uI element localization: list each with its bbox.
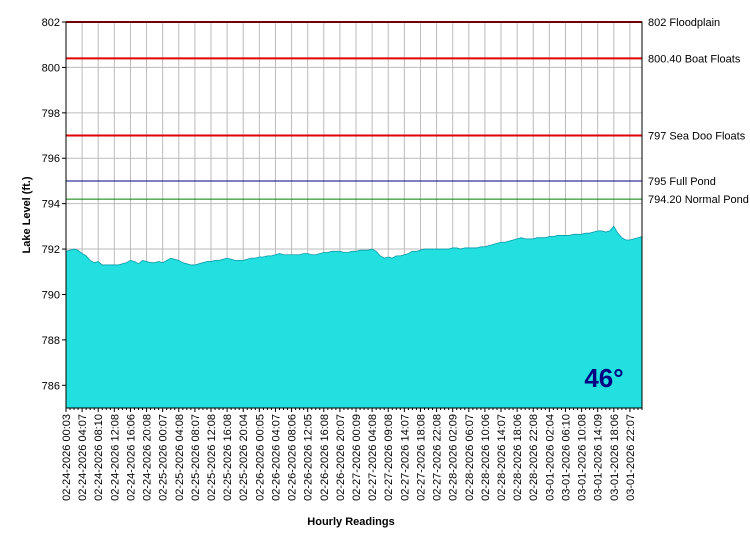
badge: 46° [584, 363, 623, 393]
area [65, 225, 643, 409]
reference-label: 802 Floodplain [648, 17, 720, 29]
x-tick-label: 02-27-2026 18:08 [415, 414, 427, 501]
y-axis-label: Lake Level (ft.) [21, 176, 33, 253]
x-tick-label: 02-25-2026 08:07 [190, 414, 202, 501]
plot-frame [65, 21, 643, 409]
x-tick-label: 02-24-2026 00:03 [61, 414, 73, 501]
x-tick-label: 02-24-2026 08:10 [93, 414, 105, 501]
x-tick-label: 02-26-2026 00:05 [254, 414, 266, 501]
y-tick-label: 794 [42, 199, 60, 211]
x-tick-label: 03-01-2026 10:08 [577, 414, 589, 501]
x-tick-label: 02-28-2026 06:07 [464, 414, 476, 501]
x-tick-label: 02-26-2026 20:07 [335, 414, 347, 501]
x-tick-label: 02-25-2026 04:08 [174, 414, 186, 501]
y-tick-label: 790 [42, 289, 60, 301]
x-tick-label: 02-26-2026 08:06 [287, 414, 299, 501]
x-tick-label: 03-01-2026 22:07 [625, 414, 637, 501]
y-tick-label: 788 [42, 335, 60, 347]
badge-box [578, 355, 630, 398]
x-tick-label: 02-24-2026 04:07 [77, 414, 89, 501]
x-tick-label: 02-28-2026 22:08 [528, 414, 540, 501]
x-tick-label: 02-28-2026 14:07 [496, 414, 508, 501]
reference-label: 800.40 Boat Floats [648, 53, 741, 65]
y-tick-label: 786 [42, 380, 60, 392]
x-tick-label: 02-26-2026 16:08 [319, 414, 331, 501]
x-tick-label: 02-28-2026 10:06 [480, 414, 492, 501]
x-tick-label: 02-27-2026 14:07 [399, 414, 411, 501]
y-tick-label: 800 [42, 62, 60, 74]
x-tick-label: 02-28-2026 18:06 [512, 414, 524, 501]
y-tick-label: 802 [42, 17, 60, 29]
x-tick-label: 02-26-2026 12:05 [303, 414, 315, 501]
y-tick-label: 796 [42, 153, 60, 165]
y-tick-label: 792 [42, 244, 60, 256]
x-tick-label: 02-27-2026 04:08 [367, 414, 379, 501]
x-tick-label: 03-01-2026 14:09 [593, 414, 605, 501]
reference-label: 794.20 Normal Pond [648, 194, 749, 206]
x-tick-label: 03-01-2026 06:10 [560, 414, 572, 501]
x-tick-label: 02-27-2026 09:08 [383, 414, 395, 501]
x-tick-label: 02-25-2026 12:08 [206, 414, 218, 501]
x-tick-label: 03-01-2026 02:04 [544, 414, 556, 501]
x-tick-label: 02-26-2026 04:07 [270, 414, 282, 501]
x-tick-label: 02-28-2026 02:09 [448, 414, 460, 501]
x-tick-label: 02-24-2026 20:08 [142, 414, 154, 501]
x-axis-label: Hourly Readings [307, 516, 394, 528]
reference-label: 797 Sea Doo Floats [648, 131, 746, 143]
x-tick-label: 02-27-2026 22:08 [432, 414, 444, 501]
reference-label: 795 Full Pond [648, 176, 716, 188]
x-tick-label: 02-25-2026 00:07 [158, 414, 170, 501]
x-tick-label: 02-25-2026 20:04 [238, 414, 250, 501]
y-tick-label: 798 [42, 108, 60, 120]
x-tick-label: 02-25-2026 16:08 [222, 414, 234, 501]
x-tick-label: 02-24-2026 12:08 [109, 414, 121, 501]
x-tick-label: 03-01-2026 18:06 [609, 414, 621, 501]
x-tick-label: 02-27-2026 00:09 [351, 414, 363, 501]
x-tick-label: 02-24-2026 16:06 [125, 414, 137, 501]
